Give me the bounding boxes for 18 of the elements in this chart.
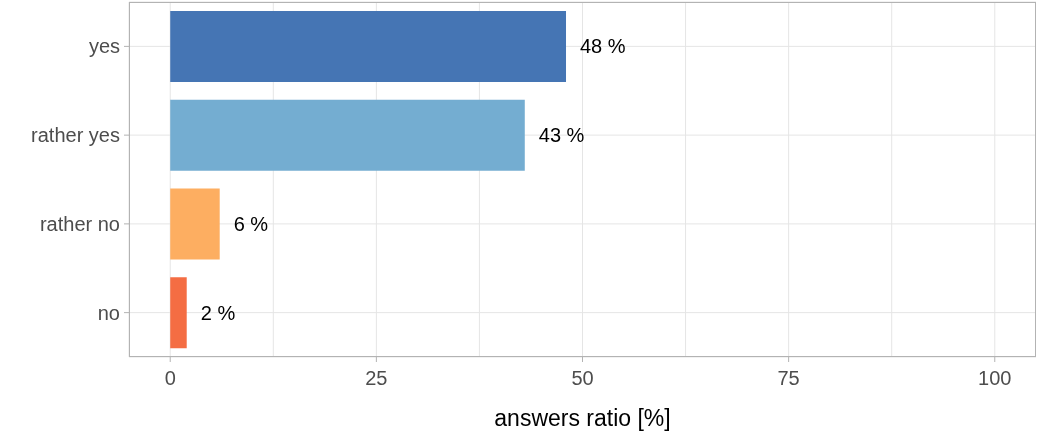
y-tick-label: rather yes: [31, 124, 120, 147]
data-label: 2 %: [200, 301, 236, 324]
bar: [170, 10, 567, 82]
y-tick-label: no: [97, 301, 120, 324]
x-tick-label: 100: [978, 367, 1012, 389]
x-tick-label: 75: [777, 367, 800, 389]
data-label: 6 %: [233, 212, 269, 235]
y-tick-label: yes: [88, 35, 120, 58]
bar: [170, 188, 220, 260]
bar: [170, 99, 525, 171]
x-tick-label: 50: [571, 367, 594, 389]
bar: [170, 277, 187, 349]
data-label: 43 %: [538, 124, 585, 147]
x-tick-label: 25: [365, 367, 388, 389]
x-axis-title: answers ratio [%]: [494, 405, 671, 431]
x-tick-label: 0: [164, 367, 176, 389]
data-label: 48 %: [580, 35, 626, 58]
y-tick-label: rather no: [39, 212, 120, 235]
